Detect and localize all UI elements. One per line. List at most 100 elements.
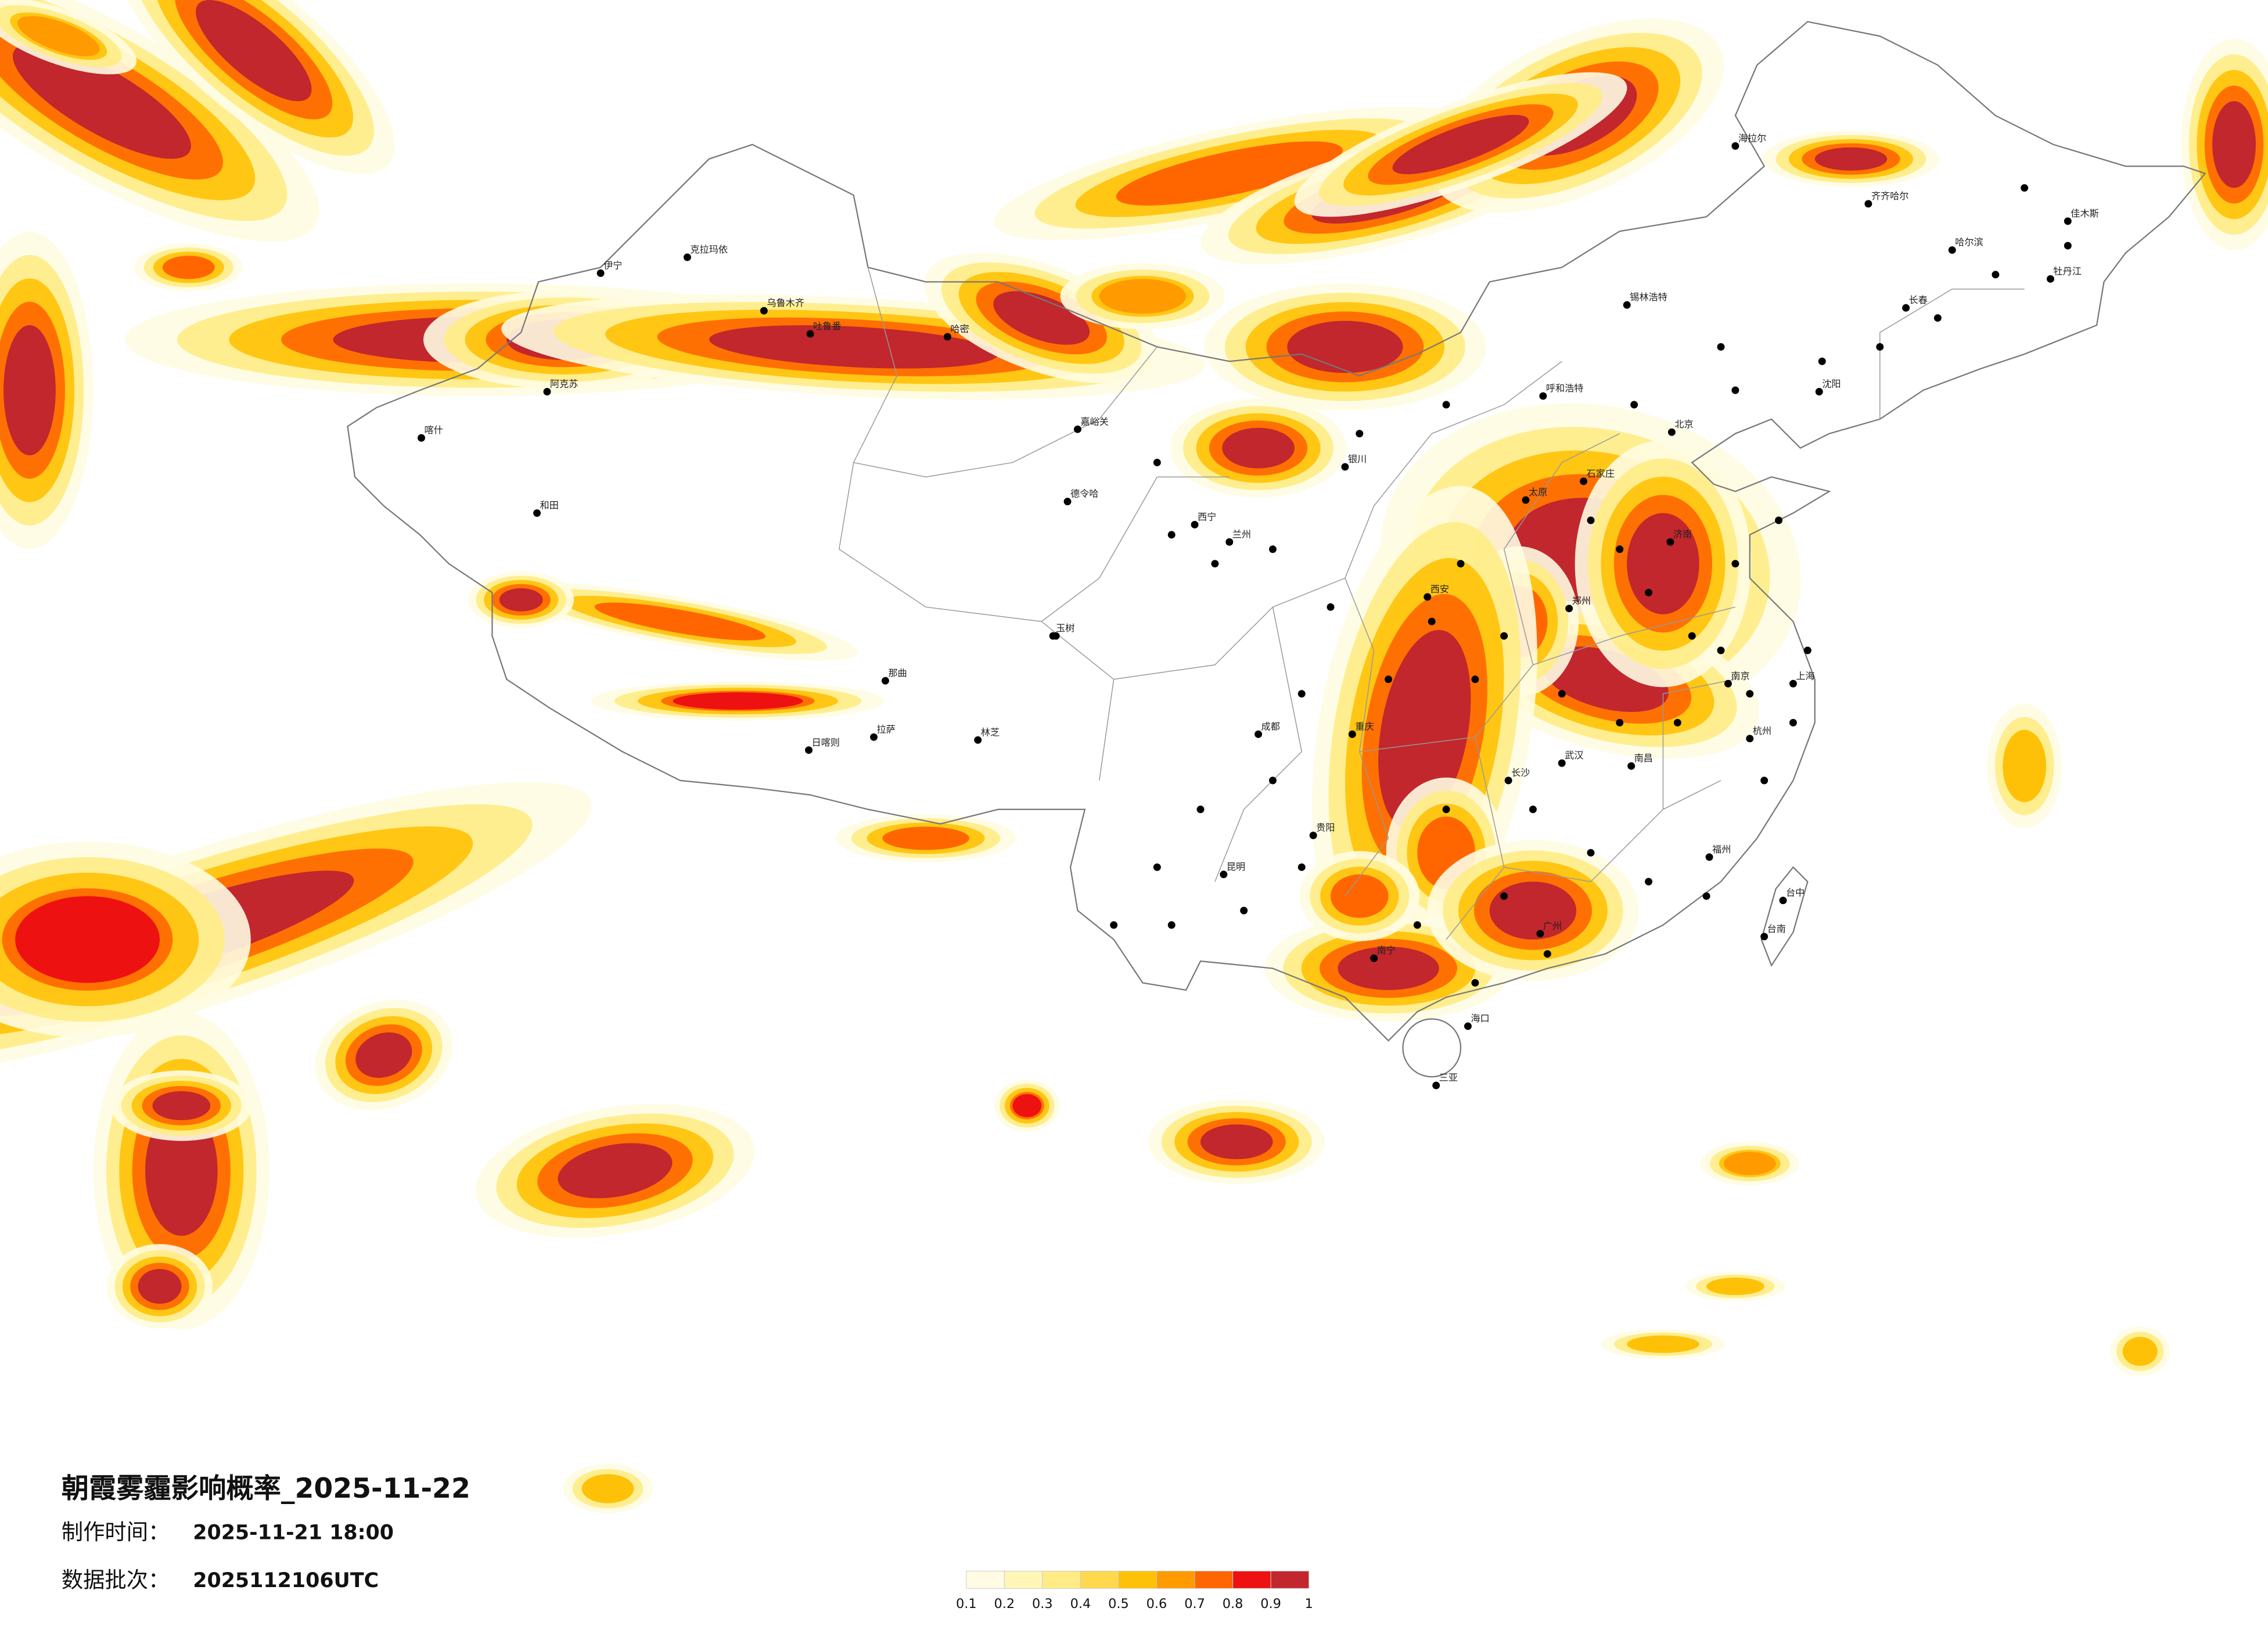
- city-dot: [1428, 617, 1436, 625]
- city-dot: [1268, 776, 1277, 785]
- city-label: 玉树: [1056, 623, 1074, 634]
- city-dot: [2021, 184, 2029, 192]
- legend-swatch: [1004, 1570, 1043, 1589]
- city-label: 郑州: [1572, 595, 1591, 606]
- haze-area: [673, 692, 803, 710]
- city-dot: [1789, 718, 1797, 726]
- city-dot: [1702, 892, 1710, 900]
- city-label: 日喀则: [811, 737, 839, 748]
- city-dot: [806, 330, 814, 338]
- city-label: 兰州: [1232, 528, 1251, 539]
- city-label: 贵阳: [1316, 822, 1335, 833]
- haze-area: [993, 291, 1090, 345]
- city-dot: [1385, 675, 1393, 684]
- haze-area: [1338, 947, 1439, 990]
- city-dot: [1471, 675, 1479, 684]
- city-dot: [1327, 603, 1335, 611]
- taiwan-outline: [1760, 866, 1809, 967]
- city-dot: [1457, 560, 1465, 568]
- city-label: 台中: [1786, 887, 1805, 898]
- city-dot: [1063, 498, 1072, 506]
- city-label: 南昌: [1634, 753, 1653, 764]
- haze-area: [594, 602, 766, 641]
- city-dot: [1902, 304, 1910, 312]
- city-dot: [1818, 357, 1826, 365]
- haze-area: [1814, 147, 1888, 171]
- city-dot: [1522, 496, 1530, 504]
- city-dot: [1471, 979, 1479, 987]
- city-label: 成都: [1261, 721, 1280, 732]
- city-label: 上海: [1796, 670, 1814, 681]
- legend-tick-label: 0.6: [1146, 1596, 1167, 1611]
- city-dot: [1992, 271, 2000, 279]
- legend-swatch: [966, 1570, 1005, 1589]
- city-dot: [1543, 950, 1551, 958]
- city-dot: [1616, 545, 1624, 553]
- city-dot: [1627, 762, 1636, 770]
- city-dot: [2064, 217, 2072, 225]
- haze-area: [1099, 279, 1187, 314]
- city-dot: [1073, 425, 1081, 433]
- city-dot: [1255, 730, 1263, 738]
- city-label: 三亚: [1439, 1072, 1458, 1083]
- city-dot: [1341, 463, 1349, 471]
- haze-area: [1489, 882, 1577, 940]
- hainan-outline: [1402, 1018, 1462, 1078]
- city-dot: [1110, 921, 1118, 929]
- city-dot: [1558, 690, 1566, 698]
- haze-area: [17, 16, 100, 56]
- city-dot: [1191, 520, 1199, 528]
- city-dot: [2046, 275, 2054, 283]
- city-label: 沈阳: [1822, 379, 1841, 390]
- city-dot: [1948, 246, 1956, 254]
- city-label: 杭州: [1753, 725, 1771, 736]
- city-dot: [1775, 516, 1783, 524]
- haze-area: [499, 588, 543, 611]
- city-dot: [1645, 877, 1653, 886]
- city-dot: [1630, 401, 1638, 409]
- city-label: 德令哈: [1070, 488, 1098, 499]
- city-label: 伊宁: [603, 260, 622, 271]
- city-dot: [1724, 679, 1732, 688]
- legend: 0.1 0.2 0.3 0.4 0.5 0.6 0.7 0.8 0.9 1: [956, 1570, 1313, 1611]
- city-dot: [1297, 863, 1306, 871]
- haze-area: [581, 1474, 634, 1503]
- city-dot: [1803, 646, 1811, 654]
- legend-tick-label: 0.7: [1184, 1596, 1205, 1611]
- city-dot: [1297, 690, 1306, 698]
- city-label: 重庆: [1355, 721, 1374, 732]
- haze-area: [882, 826, 969, 850]
- city-dot: [1153, 458, 1161, 466]
- city-label: 北京: [1674, 419, 1693, 430]
- city-dot: [1779, 897, 1787, 905]
- city-dot: [943, 333, 951, 341]
- legend-tick-label: 0.3: [1032, 1596, 1053, 1611]
- city-dot: [1815, 388, 1823, 395]
- city-label: 海口: [1471, 1013, 1489, 1024]
- haze-area: [355, 1032, 412, 1078]
- city-label: 那曲: [888, 667, 907, 678]
- city-dot: [1565, 605, 1573, 613]
- city-dot: [1167, 921, 1176, 929]
- city-dot: [1500, 892, 1508, 900]
- city-dot: [1666, 538, 1674, 546]
- country-outline: [347, 21, 2206, 1042]
- city-label: 牡丹江: [2053, 265, 2081, 276]
- legend-tick-label: 0.5: [1108, 1596, 1129, 1611]
- city-label: 拉萨: [876, 724, 895, 735]
- legend-swatch: [1194, 1570, 1234, 1589]
- city-label: 吐鲁番: [813, 321, 841, 332]
- haze-area: [1012, 1094, 1042, 1117]
- haze-area: [196, 0, 312, 102]
- city-dot: [596, 269, 605, 277]
- city-label: 锡林浩特: [1630, 292, 1667, 303]
- city-label: 哈尔滨: [1955, 237, 1983, 248]
- city-dot: [1268, 545, 1277, 553]
- city-dot: [881, 677, 889, 685]
- city-dot: [1623, 301, 1631, 309]
- haze-area: [558, 1143, 673, 1199]
- legend-tick-label: 0.9: [1260, 1596, 1281, 1611]
- city-dot: [1348, 730, 1356, 738]
- city-dot: [1504, 776, 1512, 785]
